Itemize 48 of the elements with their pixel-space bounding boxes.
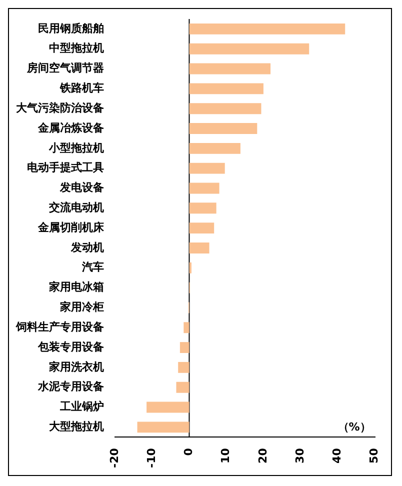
x-tick-label: 20 xyxy=(256,448,270,464)
y-tick-label: 交流电动机 xyxy=(48,201,104,214)
bar xyxy=(189,182,220,194)
bar xyxy=(180,342,190,354)
x-tick-label: -20 xyxy=(108,448,121,468)
bar xyxy=(184,322,190,334)
y-tick-label: 金属切削机床 xyxy=(37,220,105,234)
bar xyxy=(189,83,264,94)
bar xyxy=(189,63,271,74)
y-tick-label: 中型拖拉机 xyxy=(49,42,104,55)
bar xyxy=(189,142,240,154)
bar xyxy=(137,422,190,433)
bar xyxy=(176,382,190,393)
bar xyxy=(189,202,216,214)
y-tick-label: 包装专用设备 xyxy=(37,340,104,354)
bar xyxy=(189,222,214,234)
bar xyxy=(146,402,190,413)
y-tick-label: 家用电冰箱 xyxy=(48,280,104,294)
x-tick-label: 50 xyxy=(368,448,381,464)
bar xyxy=(189,23,346,34)
bar xyxy=(189,242,210,254)
x-tick-label: 10 xyxy=(219,448,232,464)
x-tick-label: -10 xyxy=(144,448,158,468)
bar xyxy=(189,123,258,134)
bar xyxy=(178,362,190,373)
x-tick-label: 30 xyxy=(293,448,306,464)
y-tick-label: 小型拖拉机 xyxy=(48,141,104,154)
y-tick-label: 水泥专用设备 xyxy=(37,380,104,394)
y-tick-label: 饲料生产专用设备 xyxy=(15,320,104,334)
y-tick-label: 民用钢质船舶 xyxy=(38,22,104,35)
y-tick-label: 大型拖拉机 xyxy=(49,420,104,434)
y-tick-label: 房间空气调节器 xyxy=(26,62,104,75)
y-tick-label: 发电设备 xyxy=(59,181,104,194)
y-tick-label: 家用洗衣机 xyxy=(48,360,104,374)
y-tick-label: 铁路机车 xyxy=(59,82,104,95)
bar xyxy=(189,43,310,54)
y-tick-label: 电动手提式工具 xyxy=(27,161,104,174)
y-tick-label: 家用冷柜 xyxy=(59,300,104,314)
y-tick-label: 发动机 xyxy=(70,240,104,254)
y-tick-label: 工业锅炉 xyxy=(59,400,104,414)
bar xyxy=(189,103,262,114)
x-tick-label: 40 xyxy=(330,448,344,464)
annotation: （%） xyxy=(338,420,371,434)
y-tick-label: 汽车 xyxy=(81,260,104,274)
y-tick-label: 大气污染防治设备 xyxy=(16,101,104,114)
bar xyxy=(189,162,225,174)
x-tick-label: 0 xyxy=(182,448,196,456)
y-tick-label: 金属冶炼设备 xyxy=(37,121,104,134)
